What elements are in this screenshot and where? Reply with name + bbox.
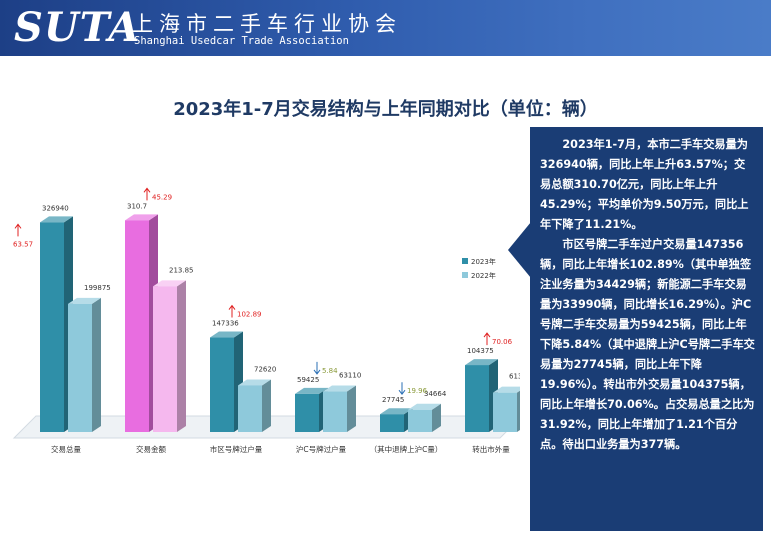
change-label-5: 70.06 xyxy=(492,338,513,346)
summary-paragraph-1: 2023年1-7月，本市二手车交易量为326940辆，同比上年上升63.57%；… xyxy=(540,138,749,231)
value-label-2022-0: 199875 xyxy=(84,284,111,292)
page-title: 2023年1-7月交易结构与上年同期对比（单位：辆） xyxy=(173,99,598,120)
bar-2022-2-top xyxy=(238,379,271,386)
bar-2022-2-side xyxy=(262,379,271,432)
bar-2023-2-top xyxy=(210,331,243,338)
bar-2022-4-top xyxy=(408,403,441,410)
summary-paragraph-2: 市区号牌二手车过户交易量147356辆，同比上年增长102.89%（其中单独签注… xyxy=(540,238,755,451)
bar-2022-5-top xyxy=(493,386,520,393)
note-pointer xyxy=(508,222,531,278)
bar-2022-3 xyxy=(323,385,356,432)
bar-2022-4-side xyxy=(432,403,441,432)
bar-2022-5 xyxy=(493,386,520,432)
arrow-down-icon-4 xyxy=(398,382,406,396)
org-name-english: Shanghai Usedcar Trade Association xyxy=(134,35,349,47)
bar-2023-1-top xyxy=(125,214,158,221)
value-label-2022-2: 72620 xyxy=(254,365,276,373)
bar-2023-1-front xyxy=(125,220,149,432)
bar-2023-3-front xyxy=(295,393,319,432)
category-label-0: 交易总量 xyxy=(51,444,81,454)
value-label-2023-2: 147336 xyxy=(212,320,239,328)
bar-2022-1-front xyxy=(153,286,177,432)
legend-label-1: 2022年 xyxy=(471,271,496,280)
value-label-2022-3: 63110 xyxy=(339,372,361,380)
bar-2023-0-front xyxy=(40,222,64,432)
value-label-2022-1: 213.85 xyxy=(169,266,194,274)
bar-2023-0-top xyxy=(40,216,73,223)
value-label-2023-0: 326940 xyxy=(42,204,69,212)
bar-2023-4-front xyxy=(380,414,404,432)
value-label-2023-3: 59425 xyxy=(297,376,319,384)
bar-2023-4-top xyxy=(380,408,413,415)
bar-2022-3-front xyxy=(323,391,347,432)
bar-2023-5-top xyxy=(465,359,498,366)
bar-2022-2 xyxy=(238,379,271,432)
bar-2022-5-side xyxy=(517,390,520,432)
suta-logo: SUTA xyxy=(14,4,141,51)
header-banner: SUTA 上海市二手车行业协会 Shanghai Usedcar Trade A… xyxy=(0,0,771,56)
bar-2022-4-front xyxy=(408,409,432,432)
value-label-2023-1: 310.7 xyxy=(127,202,147,210)
legend-label-0: 2023年 xyxy=(471,257,496,266)
bar-2022-2-front xyxy=(238,385,262,432)
bar-2022-0-side xyxy=(92,297,101,432)
arrow-up-icon-2 xyxy=(228,304,236,318)
arrow-up-icon-0 xyxy=(14,223,22,237)
bar-2022-0 xyxy=(68,297,101,432)
arrow-down-icon-3 xyxy=(313,361,321,375)
change-label-3: 5.84 xyxy=(322,367,338,375)
change-label-4: 19.96 xyxy=(407,387,428,395)
change-label-0: 63.57 xyxy=(13,240,33,248)
arrow-up-icon-5 xyxy=(483,332,491,346)
bar-chart: 326940 199875 63.57 交易总量 310.7 213.85 45.29 交易金… xyxy=(12,187,520,454)
bar-2022-0-top xyxy=(68,297,101,304)
bar-2022-4 xyxy=(408,403,441,432)
category-label-4: （其中退牌上沪C量） xyxy=(370,444,443,454)
bar-2022-5-front xyxy=(493,392,517,432)
bar-2022-3-side xyxy=(347,385,356,432)
category-label-3: 沪C号牌过户量 xyxy=(296,444,347,454)
legend-swatch-1 xyxy=(462,272,468,278)
arrow-up-icon-1 xyxy=(143,187,151,201)
bar-2022-1 xyxy=(153,280,186,432)
bar-2023-3-top xyxy=(295,387,328,394)
category-label-2: 市区号牌过户量 xyxy=(210,444,263,454)
category-label-1: 交易金额 xyxy=(136,444,166,454)
category-label-5: 转出市外量 xyxy=(472,444,510,454)
value-label-2023-5: 104375 xyxy=(467,347,494,355)
org-name-chinese: 上海市二手车行业协会 xyxy=(132,12,402,36)
summary-note: 2023年1-7月，本市二手车交易量为326940辆，同比上年上升63.57%；… xyxy=(530,127,763,531)
change-label-2: 102.89 xyxy=(237,311,262,319)
bar-2023-2-front xyxy=(210,337,234,432)
value-label-2022-5: 61374 xyxy=(509,373,520,381)
change-label-1: 45.29 xyxy=(152,193,172,201)
value-label-2023-4: 27745 xyxy=(382,396,404,404)
bar-2022-1-top xyxy=(153,280,186,287)
value-label-2022-4: 34664 xyxy=(424,390,447,398)
bar-2023-5-front xyxy=(465,365,489,432)
bar-2022-0-front xyxy=(68,303,92,432)
bar-2022-1-side xyxy=(177,280,186,432)
bar-2022-3-top xyxy=(323,385,356,392)
legend-swatch-0 xyxy=(462,258,468,264)
